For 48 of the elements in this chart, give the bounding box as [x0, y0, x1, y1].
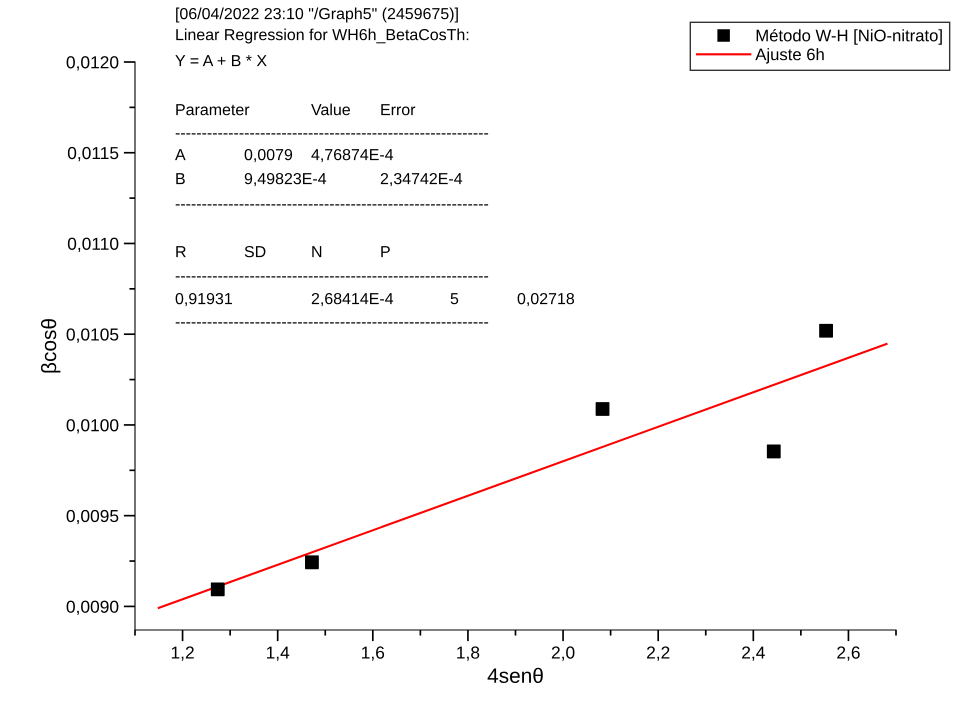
annotation: 9,49823E-4 — [244, 172, 326, 186]
annotation: ----------------------------------------------------------- — [176, 204, 488, 206]
annotation: Y = A + B * X — [175, 55, 267, 66]
annotation: R — [176, 246, 186, 258]
annotation: Value — [311, 104, 350, 116]
y-tick-label: 0,0115 — [68, 146, 118, 162]
x-tick-label: 1,6 — [362, 646, 384, 661]
y-tick-label: 0,0120 — [66, 56, 118, 71]
point — [766, 444, 781, 458]
point — [210, 582, 225, 596]
y-tick-label: 0,0110 — [68, 238, 118, 252]
annotation: Error — [381, 104, 416, 116]
point — [819, 324, 833, 338]
x-tick-label: 1,4 — [266, 646, 290, 661]
legend-label: Ajuste 6h — [755, 48, 824, 64]
annotation: N — [312, 246, 322, 258]
point — [596, 402, 610, 416]
y-tick-label: 0,0090 — [66, 600, 118, 615]
y-axis-title: βcosθ — [40, 319, 60, 373]
y-tick-label: 0,0105 — [66, 328, 118, 343]
x-tick-label: 1,2 — [172, 646, 194, 661]
y-tick-label: 0,0100 — [66, 419, 118, 434]
annotation: 0,02718 — [518, 292, 574, 306]
text: Linear Regression for WH6h_BetaCosTh: — [176, 28, 468, 44]
annotation: 2,68414E-4 — [312, 292, 394, 306]
x-tick-label: 1,8 — [457, 646, 480, 661]
x-axis-title: 4senθ — [488, 668, 543, 684]
annotation: ----------------------------------------------------------- — [176, 276, 488, 278]
annotation: ----------------------------------------------------------- — [176, 322, 488, 324]
x-tick-label: 2,6 — [837, 646, 860, 661]
x-tick-label: 2,4 — [742, 646, 765, 661]
legend-label: Método W-H [NiO-nitrato] — [756, 29, 942, 45]
annotation: 4,76874E-4 — [311, 148, 394, 162]
annotation: Parameter — [176, 104, 250, 116]
annotation: A — [175, 149, 186, 160]
annotation: 5 — [450, 293, 458, 304]
annotation: 0,91931 — [176, 292, 232, 306]
x-tick-label: 2,2 — [646, 646, 670, 661]
annotation: ----------------------------------------------------------- — [176, 133, 488, 135]
annotation: SD — [244, 246, 266, 258]
annotation: 0,0079 — [244, 148, 292, 162]
x-tick-label: 2,0 — [552, 646, 574, 661]
y-tick-label: 0,0095 — [66, 510, 118, 524]
annotation: P — [381, 246, 390, 258]
point — [305, 555, 319, 570]
annotation: B — [176, 173, 185, 184]
text: [06/04/2022 23:10 "/Graph5" (2459675)] — [176, 8, 458, 22]
annotation: 2,34742E-4 — [380, 172, 462, 186]
